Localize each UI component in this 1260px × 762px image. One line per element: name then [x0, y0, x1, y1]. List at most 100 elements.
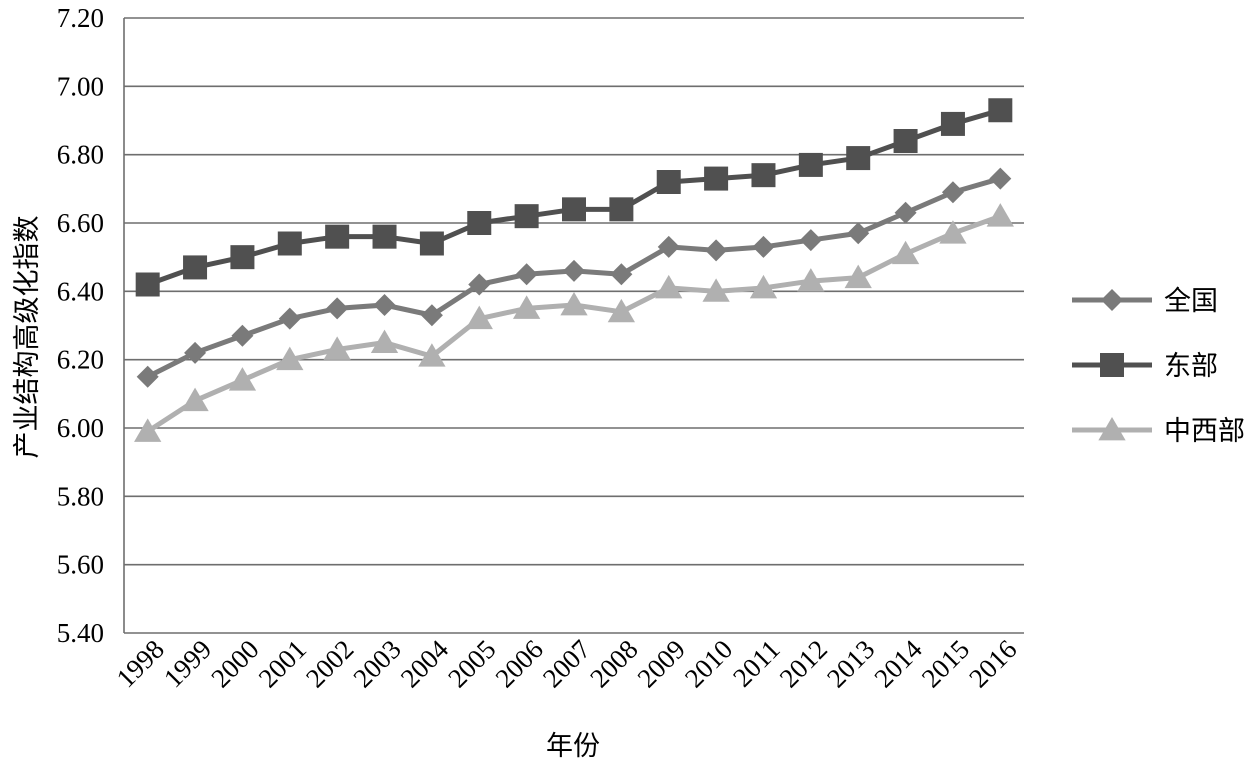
y-tick-label: 6.80	[57, 140, 104, 170]
x-tick-label: 2001	[253, 634, 312, 693]
triangle-marker	[1098, 417, 1126, 441]
triangle-marker	[370, 329, 399, 353]
y-tick-label: 6.00	[57, 413, 104, 443]
diamond-marker	[373, 294, 396, 316]
diamond-marker	[468, 273, 491, 296]
triangle-marker	[134, 418, 162, 442]
x-tick-label: 2003	[347, 634, 406, 693]
square-marker	[135, 272, 160, 297]
series-triangle	[134, 203, 1014, 442]
diamond-marker	[184, 341, 207, 364]
y-tick-label: 6.60	[57, 208, 104, 238]
series-lines	[134, 98, 1014, 442]
triangle-marker	[986, 203, 1014, 227]
diamond-marker	[231, 324, 254, 347]
legend-label: 中西部	[1164, 416, 1245, 447]
gridlines	[123, 17, 1024, 634]
x-tick-label: 2002	[300, 634, 359, 693]
triangle-marker	[512, 295, 541, 319]
diamond-marker	[515, 263, 538, 286]
square-marker	[372, 224, 397, 249]
x-tick-label: 2011	[727, 634, 786, 693]
x-tick-label: 1999	[158, 634, 217, 693]
square-marker	[988, 98, 1013, 123]
x-tick-label: 2005	[442, 634, 501, 693]
x-tick-label: 1998	[111, 634, 170, 693]
diamond-marker	[752, 235, 775, 258]
y-tick-label: 7.00	[57, 71, 104, 101]
triangle-marker	[844, 264, 872, 289]
triangle-marker	[797, 268, 825, 292]
diamond-marker	[705, 239, 728, 262]
square-marker	[325, 224, 350, 249]
square-marker	[609, 197, 634, 222]
diamond-marker	[799, 229, 822, 252]
triangle-marker	[939, 220, 967, 244]
x-tick-label: 2009	[632, 634, 691, 693]
square-marker	[419, 231, 444, 256]
diamond-marker	[610, 263, 633, 286]
x-tick-label: 2015	[916, 634, 975, 693]
triangle-marker	[418, 343, 446, 367]
series-square	[135, 98, 1013, 297]
square-marker	[1100, 353, 1124, 377]
legend-label: 全国	[1164, 286, 1218, 317]
square-marker	[562, 197, 586, 222]
x-tick-label: 2013	[821, 634, 880, 693]
x-tick-label: 2004	[395, 634, 455, 694]
x-tick-label: 2000	[205, 634, 264, 693]
square-marker	[751, 163, 776, 188]
diamond-marker	[941, 181, 964, 204]
x-tick-label: 2008	[584, 634, 643, 693]
triangle-marker	[276, 346, 304, 371]
y-tick-label: 6.40	[57, 276, 104, 306]
square-marker	[846, 146, 871, 171]
square-marker	[798, 152, 823, 177]
y-tick-labels: 5.40 5.60 5.80 6.00 6.20 6.40 6.60 6.80 7.00 7.20	[57, 3, 104, 648]
diamond-marker	[563, 259, 585, 282]
triangle-marker	[702, 278, 730, 302]
diamond-marker	[847, 222, 870, 245]
diamond-marker	[1101, 289, 1123, 311]
triangle-marker	[323, 336, 351, 360]
diamond-marker	[657, 235, 680, 258]
x-tick-labels: 1998199920002001200220032004200520062007…	[111, 634, 1023, 694]
square-marker	[940, 111, 965, 136]
triangle-marker	[749, 274, 778, 299]
x-tick-label: 2016	[963, 634, 1022, 693]
triangle-marker	[181, 387, 209, 412]
legend-item: 全国	[1072, 286, 1218, 317]
square-marker	[230, 245, 255, 270]
square-marker	[656, 170, 681, 194]
y-tick-label: 5.40	[57, 618, 104, 648]
y-tick-label: 6.20	[57, 345, 104, 375]
diamond-marker	[989, 167, 1012, 190]
diamond-marker	[894, 201, 917, 224]
triangle-marker	[560, 292, 588, 316]
square-marker	[893, 129, 918, 153]
y-axis-title: 产业结构高级化指数	[12, 216, 43, 459]
legend-item: 中西部	[1072, 416, 1245, 447]
y-tick-label: 5.80	[57, 481, 104, 511]
diamond-marker	[278, 307, 301, 330]
series-diamond	[136, 167, 1012, 388]
legend-label: 东部	[1164, 351, 1218, 382]
triangle-marker	[655, 274, 683, 299]
x-tick-label: 2014	[868, 634, 928, 694]
square-marker	[277, 231, 302, 256]
square-marker	[183, 255, 208, 280]
x-axis-title: 年份	[546, 731, 600, 762]
diamond-marker	[326, 297, 349, 320]
legend-item: 东部	[1072, 351, 1218, 382]
y-tick-label: 5.60	[57, 550, 104, 580]
triangle-marker	[228, 367, 257, 391]
x-tick-label: 2007	[537, 634, 596, 693]
triangle-marker	[607, 298, 636, 323]
diamond-marker	[420, 304, 443, 327]
x-tick-label: 2010	[679, 634, 738, 693]
diamond-marker	[136, 365, 159, 388]
x-tick-label: 2006	[489, 634, 548, 693]
x-tick-label: 2012	[774, 634, 833, 693]
